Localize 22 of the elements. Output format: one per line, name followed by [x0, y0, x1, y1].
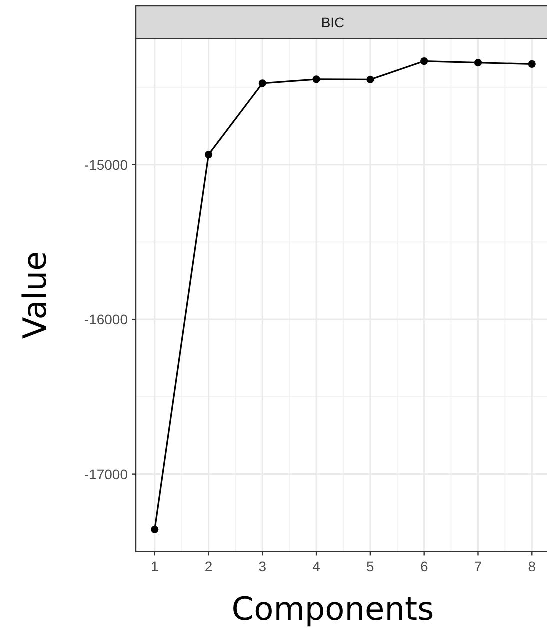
y-tick-label: -15000: [84, 156, 128, 173]
x-tick-label: 6: [420, 558, 428, 575]
x-tick-label: 7: [474, 558, 482, 575]
y-axis-title: Value: [16, 251, 54, 340]
x-tick-label: 5: [366, 558, 375, 575]
x-axis-title: Components: [232, 590, 434, 628]
point: [528, 60, 536, 68]
point: [312, 76, 320, 84]
x-tick-label: 3: [258, 558, 267, 575]
point: [258, 80, 266, 88]
chart-title: BIC: [321, 14, 345, 30]
y-tick-label: -17000: [84, 466, 128, 482]
point: [474, 59, 482, 67]
x-tick-label: 8: [528, 558, 536, 575]
x-tick-label: 2: [204, 558, 213, 575]
point: [420, 57, 428, 66]
x-tick-label: 4: [312, 558, 321, 575]
x-tick-label: 1: [150, 558, 159, 575]
point: [151, 526, 159, 534]
point: [204, 150, 213, 159]
point: [366, 76, 374, 84]
y-tick-label: -16000: [84, 312, 128, 328]
